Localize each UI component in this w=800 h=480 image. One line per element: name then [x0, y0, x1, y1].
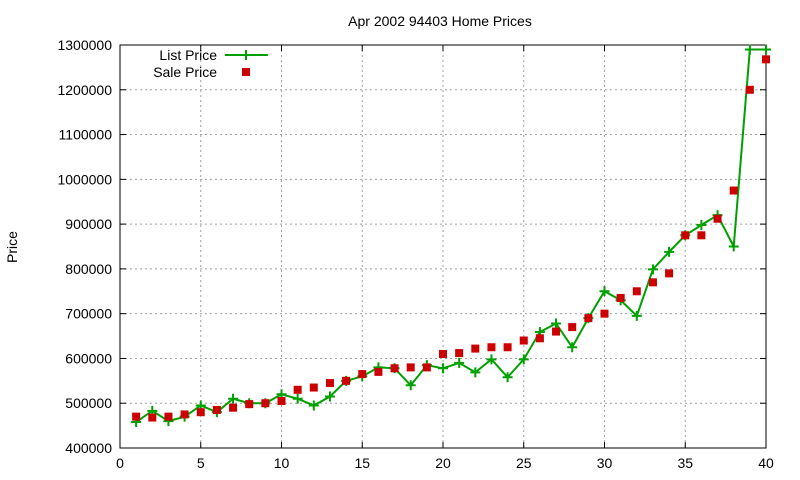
- list-price-line: [135, 48, 766, 423]
- chart-title: Apr 2002 94403 Home Prices: [348, 13, 532, 29]
- y-tick-label: 400000: [65, 440, 112, 456]
- sale-price-point: [503, 343, 512, 352]
- y-tick-label: 600000: [65, 350, 112, 366]
- sale-price-point: [729, 186, 738, 195]
- sale-price-point: [342, 376, 351, 385]
- plot-border: [119, 44, 767, 449]
- sale-price-point: [648, 278, 657, 287]
- list-price-point: [502, 372, 513, 383]
- x-tick-label: 25: [516, 455, 532, 471]
- sale-price-point: [245, 400, 254, 409]
- sale-price-point: [487, 343, 496, 352]
- list-price-point: [518, 354, 529, 365]
- x-tick-label: 20: [435, 455, 451, 471]
- sale-price-point: [584, 314, 593, 323]
- legend: List Price Sale Price: [153, 47, 268, 80]
- sale-price-point: [439, 349, 447, 358]
- list-price-point: [486, 354, 497, 365]
- sale-price-point: [293, 385, 302, 394]
- sale-price-point: [681, 231, 690, 240]
- y-tick-label: 1200000: [57, 82, 112, 98]
- sale-price-point: [132, 412, 141, 421]
- y-tick-label: 1000000: [57, 171, 112, 187]
- sale-price-point: [616, 293, 625, 302]
- x-tick-label: 5: [197, 455, 205, 471]
- sale-price-point: [374, 367, 383, 376]
- grid: [120, 45, 766, 448]
- list-price-point: [551, 318, 562, 329]
- sale-price-point: [309, 383, 318, 392]
- sale-price-point: [600, 309, 609, 318]
- sale-price-point: [229, 403, 238, 412]
- x-tick-label: 35: [677, 455, 693, 471]
- list-price-point: [405, 380, 416, 391]
- sale-price-point: [358, 370, 367, 379]
- list-price-point: [647, 264, 658, 275]
- y-axis-label: Price: [4, 231, 20, 263]
- sale-price-point: [519, 336, 528, 345]
- sale-price-point: [552, 327, 561, 336]
- list-price-point: [324, 391, 335, 402]
- list-price-point: [599, 286, 610, 297]
- y-tick-label: 1100000: [59, 127, 113, 143]
- list-price-point: [228, 393, 239, 404]
- sale-price-point: [568, 323, 577, 332]
- x-tick-label: 30: [597, 455, 613, 471]
- list-price-point: [470, 367, 481, 378]
- sale-price-point: [665, 269, 674, 278]
- sale-price-point: [406, 363, 415, 372]
- x-tick-label: 15: [354, 455, 370, 471]
- list-price-point: [631, 310, 642, 321]
- y-tick-label: 1300000: [57, 37, 112, 53]
- sale-price-point: [325, 379, 334, 388]
- sale-price-point: [390, 364, 399, 373]
- y-tick-label: 500000: [65, 395, 112, 411]
- legend-marker-list-price: [241, 50, 251, 60]
- sale-price-point: [212, 405, 221, 414]
- list-price-point: [292, 393, 303, 404]
- sale-price-point: [762, 55, 770, 64]
- x-tick-label: 0: [116, 455, 124, 471]
- sale-price-point: [277, 396, 286, 405]
- x-tick-label: 10: [274, 455, 290, 471]
- legend-label-sale-price: Sale Price: [153, 64, 217, 80]
- y-tick-label: 700000: [65, 306, 112, 322]
- legend-marker-sale-price: [242, 68, 250, 76]
- sale-price-point: [455, 349, 464, 358]
- list-price-point: [438, 363, 448, 374]
- sale-price-point: [697, 231, 706, 240]
- list-price-point: [308, 400, 319, 411]
- sale-price-point: [535, 334, 544, 343]
- sale-price-point: [632, 287, 641, 296]
- sale-price-point: [148, 413, 157, 422]
- list-price-point: [744, 44, 755, 55]
- list-price-point: [761, 44, 771, 55]
- list-price-point: [567, 342, 578, 353]
- list-price-point: [696, 220, 707, 231]
- sale-price-point: [261, 399, 270, 408]
- sale-price-point: [471, 344, 480, 353]
- sale-price-point: [713, 214, 722, 223]
- x-tick-label: 40: [758, 455, 774, 471]
- list-price-point: [664, 246, 675, 257]
- axis-ticks: 0 5 10 15 20 25 30 35 40 400000 500000 600000 700000…: [57, 37, 774, 471]
- y-tick-label: 800000: [65, 261, 112, 277]
- sale-price-point: [180, 410, 189, 419]
- sale-price-point: [196, 408, 205, 417]
- sale-price-point: [422, 363, 431, 372]
- list-price-point: [454, 357, 465, 368]
- list-price-point: [728, 241, 739, 252]
- sale-price-point: [745, 85, 754, 94]
- legend-label-list-price: List Price: [159, 47, 217, 63]
- sale-price-point: [164, 412, 173, 421]
- y-tick-label: 900000: [65, 216, 112, 232]
- series: [131, 44, 771, 428]
